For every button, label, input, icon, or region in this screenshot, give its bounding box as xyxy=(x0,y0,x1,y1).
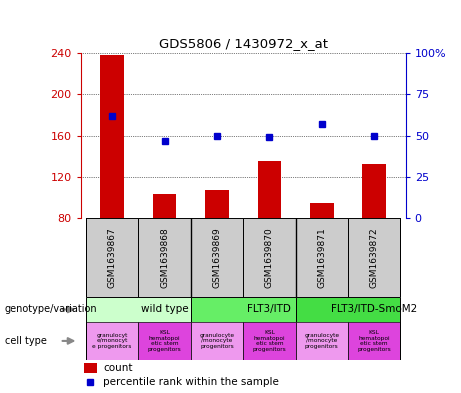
Bar xyxy=(362,164,386,218)
Bar xyxy=(348,322,401,360)
Text: FLT3/ITD: FLT3/ITD xyxy=(248,305,291,314)
Bar xyxy=(296,218,348,297)
Bar xyxy=(153,195,177,218)
Bar xyxy=(138,322,191,360)
Text: GSM1639868: GSM1639868 xyxy=(160,227,169,288)
Text: GSM1639870: GSM1639870 xyxy=(265,227,274,288)
Bar xyxy=(100,55,124,218)
Text: percentile rank within the sample: percentile rank within the sample xyxy=(103,377,279,387)
Text: granulocyte
/monocyte
progenitors: granulocyte /monocyte progenitors xyxy=(304,333,339,349)
Text: granulocyt
e/monocyt
e progenitors: granulocyt e/monocyt e progenitors xyxy=(93,333,132,349)
Text: FLT3/ITD-SmoM2: FLT3/ITD-SmoM2 xyxy=(331,305,417,314)
Text: KSL
hematopoi
etic stem
progenitors: KSL hematopoi etic stem progenitors xyxy=(253,331,286,351)
Text: cell type: cell type xyxy=(5,336,47,346)
Text: GSM1639871: GSM1639871 xyxy=(317,227,326,288)
Bar xyxy=(258,162,281,218)
Bar xyxy=(86,218,138,297)
Text: granulocyte
/monocyte
progenitors: granulocyte /monocyte progenitors xyxy=(200,333,235,349)
Bar xyxy=(86,297,191,322)
Text: GSM1639869: GSM1639869 xyxy=(213,227,221,288)
Bar xyxy=(205,190,229,218)
Text: KSL
hematopoi
etic stem
progenitors: KSL hematopoi etic stem progenitors xyxy=(148,331,182,351)
Bar xyxy=(296,322,348,360)
Bar xyxy=(138,218,191,297)
Text: wild type: wild type xyxy=(141,305,189,314)
Text: GSM1639872: GSM1639872 xyxy=(370,227,379,288)
Bar xyxy=(86,322,138,360)
Text: GSM1639867: GSM1639867 xyxy=(107,227,117,288)
Bar xyxy=(310,203,334,218)
Bar xyxy=(348,218,401,297)
Bar xyxy=(243,218,296,297)
Text: KSL
hematopoi
etic stem
progenitors: KSL hematopoi etic stem progenitors xyxy=(357,331,391,351)
Bar xyxy=(243,322,296,360)
Title: GDS5806 / 1430972_x_at: GDS5806 / 1430972_x_at xyxy=(159,37,328,50)
Bar xyxy=(191,297,296,322)
Bar xyxy=(296,297,401,322)
Bar xyxy=(191,322,243,360)
Bar xyxy=(84,362,97,373)
Text: genotype/variation: genotype/variation xyxy=(5,305,97,314)
Bar xyxy=(191,218,243,297)
Text: count: count xyxy=(103,363,133,373)
